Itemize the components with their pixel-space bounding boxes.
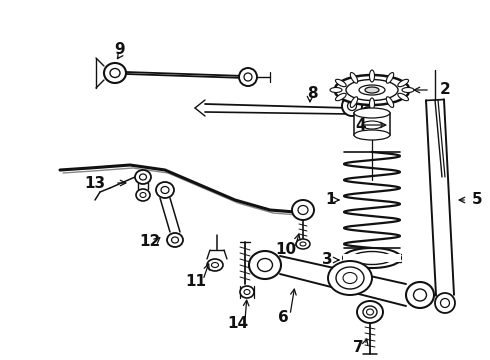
Ellipse shape [249, 251, 281, 279]
Ellipse shape [386, 97, 393, 108]
Ellipse shape [104, 63, 126, 83]
Ellipse shape [357, 301, 383, 323]
Text: 11: 11 [186, 274, 206, 289]
Ellipse shape [398, 79, 409, 87]
Ellipse shape [352, 252, 392, 265]
Ellipse shape [354, 130, 390, 140]
Ellipse shape [435, 293, 455, 313]
Ellipse shape [292, 200, 314, 220]
Text: 14: 14 [227, 316, 248, 332]
Ellipse shape [110, 68, 120, 77]
Ellipse shape [363, 306, 377, 318]
Ellipse shape [365, 87, 379, 93]
Ellipse shape [414, 289, 426, 301]
Ellipse shape [330, 87, 342, 93]
Ellipse shape [362, 121, 382, 129]
Ellipse shape [402, 87, 414, 93]
Ellipse shape [167, 233, 183, 247]
Ellipse shape [328, 261, 372, 295]
Ellipse shape [161, 186, 169, 194]
Text: 13: 13 [84, 175, 105, 190]
Text: 2: 2 [440, 82, 451, 98]
Ellipse shape [369, 70, 374, 82]
Ellipse shape [300, 242, 306, 246]
Ellipse shape [335, 75, 410, 105]
Ellipse shape [239, 68, 257, 86]
Ellipse shape [359, 85, 385, 95]
Text: 3: 3 [322, 252, 333, 267]
Ellipse shape [365, 112, 371, 118]
Ellipse shape [135, 170, 151, 184]
Text: 7: 7 [353, 341, 363, 356]
Ellipse shape [244, 73, 252, 81]
Ellipse shape [298, 206, 308, 215]
Ellipse shape [346, 80, 398, 100]
Ellipse shape [362, 255, 382, 261]
Ellipse shape [354, 108, 390, 118]
Ellipse shape [172, 237, 178, 243]
Ellipse shape [244, 289, 250, 294]
Ellipse shape [369, 98, 374, 110]
Ellipse shape [350, 97, 358, 108]
Ellipse shape [156, 182, 174, 198]
Ellipse shape [336, 79, 346, 87]
Ellipse shape [367, 309, 373, 315]
Ellipse shape [258, 258, 272, 271]
Ellipse shape [441, 298, 449, 307]
Ellipse shape [336, 267, 364, 289]
Ellipse shape [398, 93, 409, 101]
Text: 6: 6 [278, 310, 289, 325]
Ellipse shape [336, 93, 346, 101]
Ellipse shape [296, 239, 310, 249]
Ellipse shape [207, 259, 223, 271]
Ellipse shape [140, 193, 146, 198]
Polygon shape [280, 256, 406, 306]
Text: 8: 8 [307, 85, 318, 100]
Bar [354, 113, 390, 135]
Ellipse shape [136, 189, 150, 201]
Ellipse shape [140, 174, 147, 180]
Ellipse shape [343, 248, 401, 268]
Text: 1: 1 [325, 193, 336, 207]
Ellipse shape [240, 286, 254, 298]
Ellipse shape [406, 282, 434, 308]
Bar [343, 254, 401, 262]
Ellipse shape [212, 262, 219, 267]
Ellipse shape [347, 102, 357, 111]
Ellipse shape [386, 72, 393, 83]
Ellipse shape [360, 107, 376, 123]
Ellipse shape [343, 273, 357, 284]
Text: 10: 10 [275, 243, 296, 257]
Text: 4: 4 [355, 117, 366, 132]
Ellipse shape [350, 72, 358, 83]
Text: 9: 9 [115, 42, 125, 58]
Text: 5: 5 [472, 193, 483, 207]
Text: 12: 12 [139, 234, 161, 249]
Ellipse shape [342, 96, 362, 116]
